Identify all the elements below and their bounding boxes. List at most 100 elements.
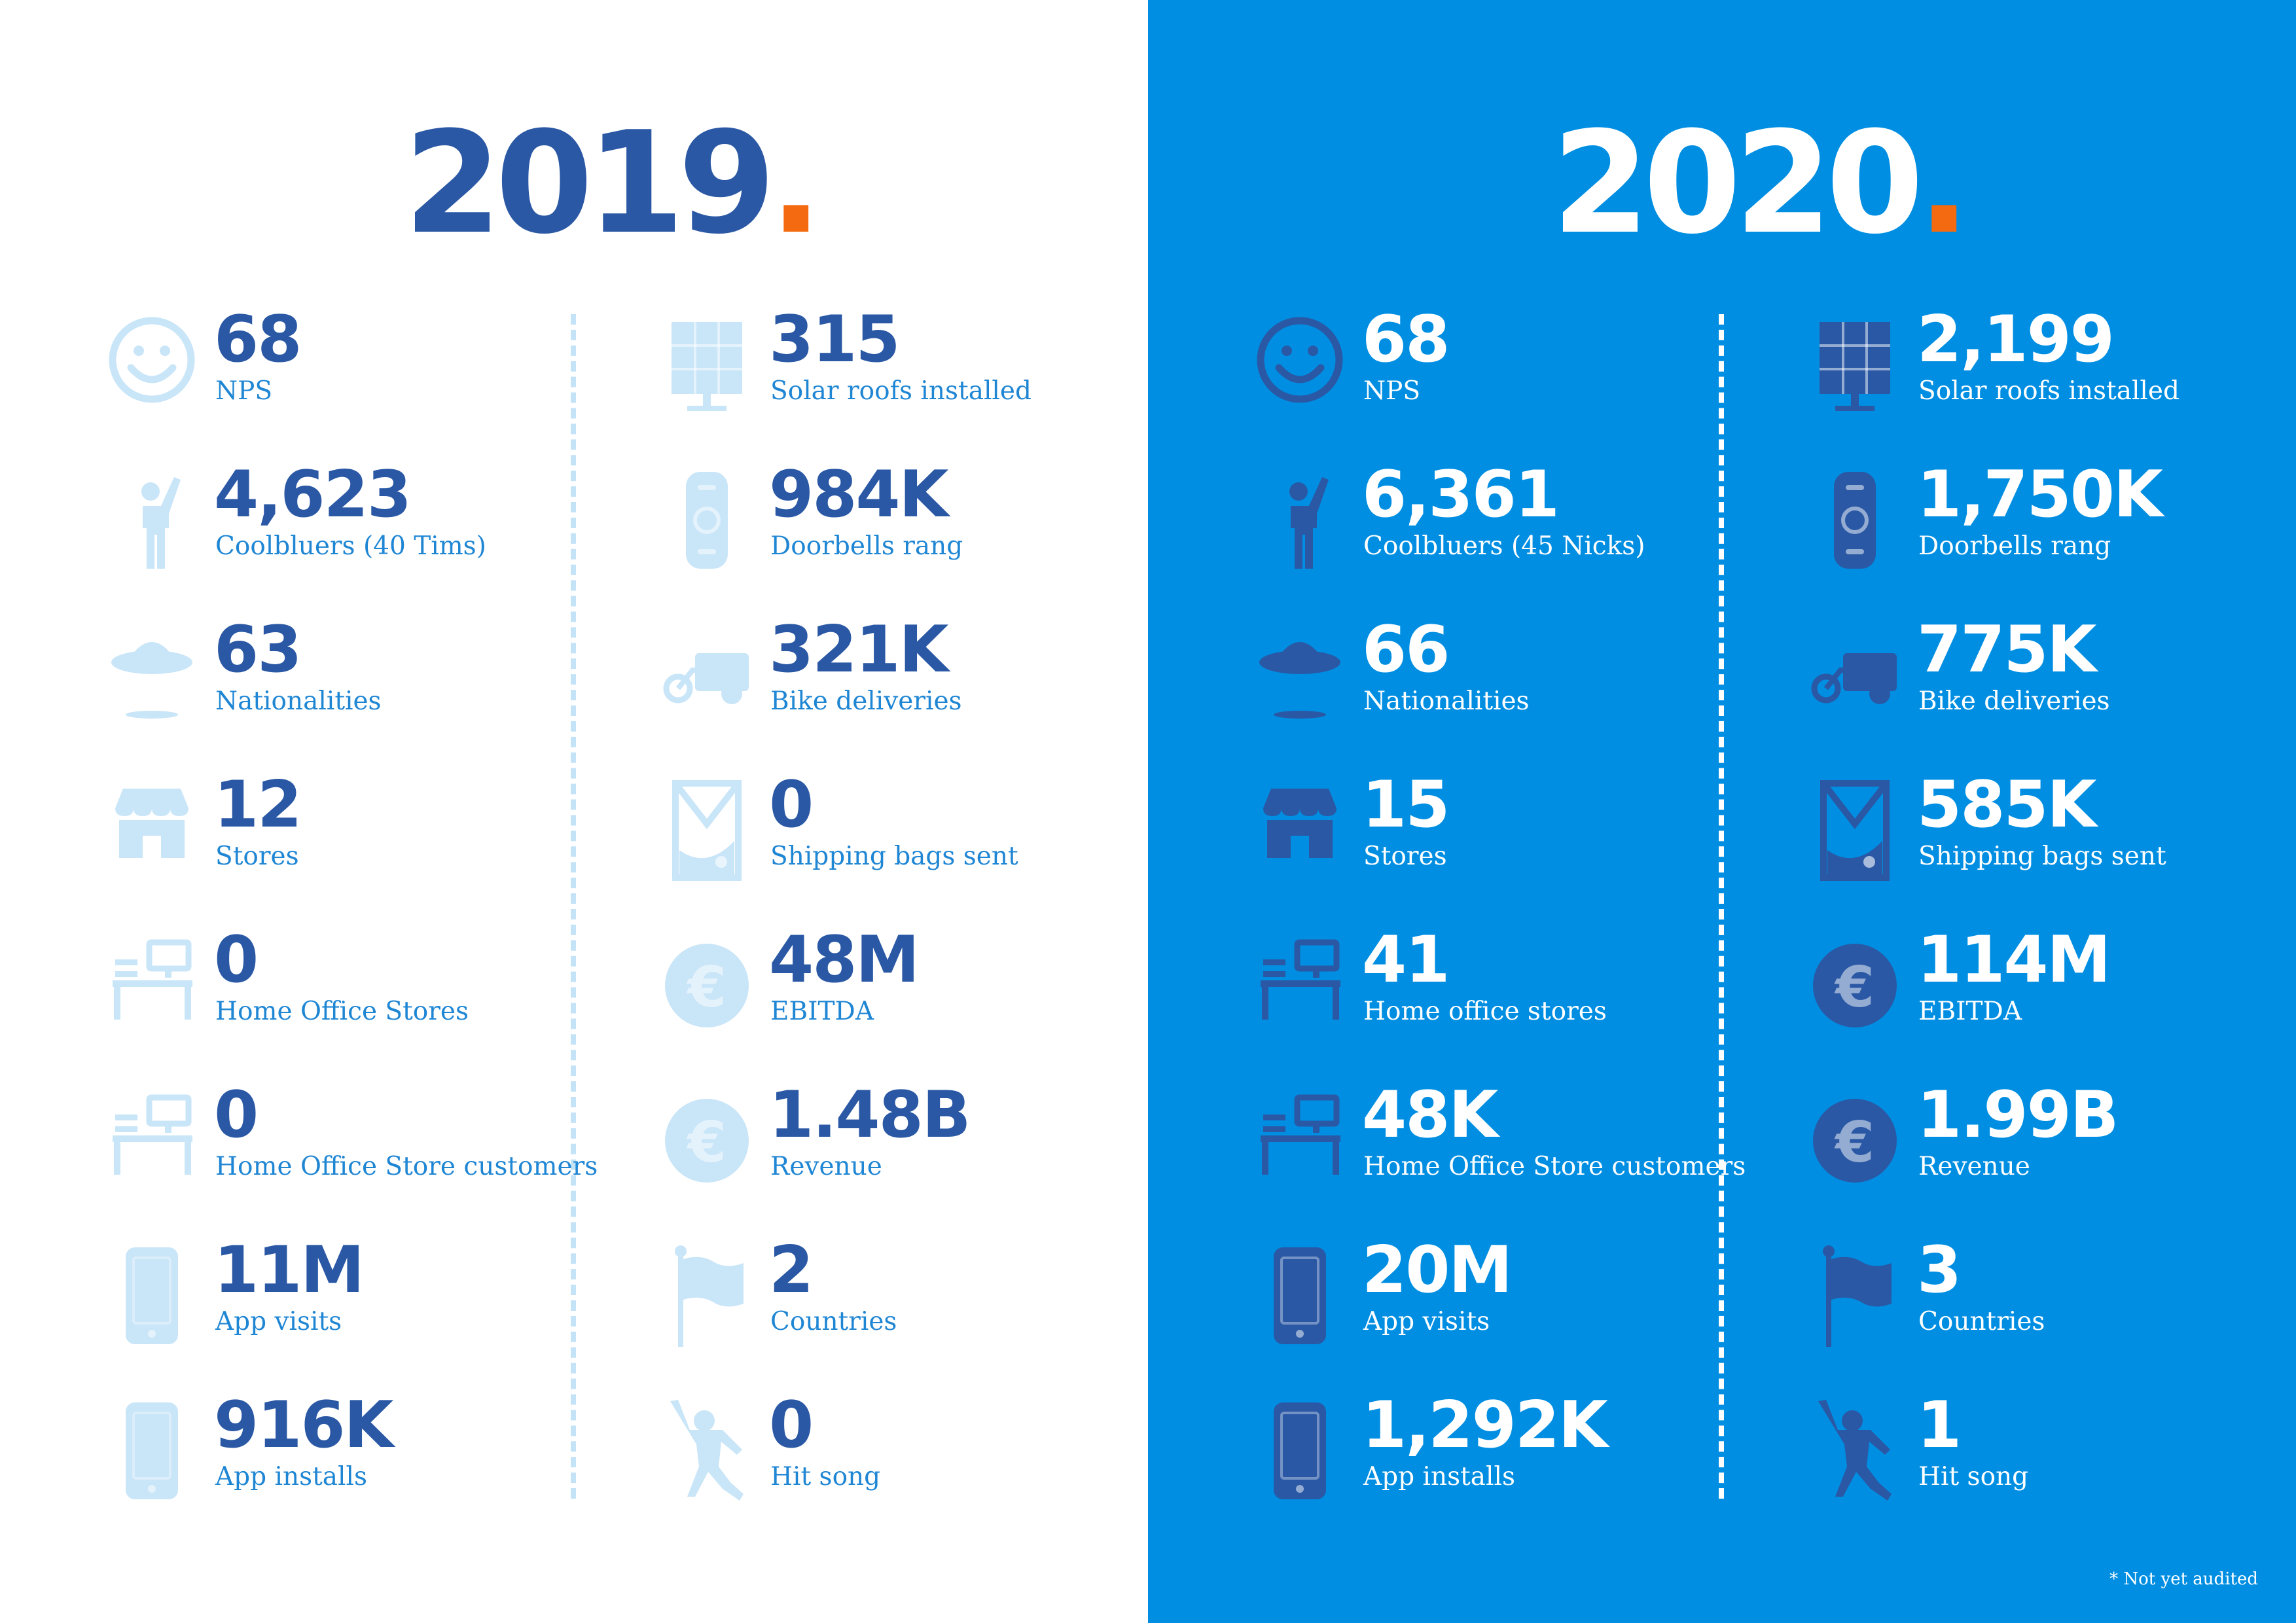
stat-bike: 775K Bike deliveries — [1809, 618, 2296, 741]
stat-euro: €1.99B Revenue — [1809, 1083, 2296, 1206]
stat-label: Coolbluers (40 Tims) — [215, 531, 486, 561]
stat-doorbell: 984K Doorbells rang — [661, 463, 1158, 586]
euro-icon: € — [1809, 1088, 1901, 1193]
stat-phone: 11M App visits — [106, 1238, 603, 1361]
stat-store: 15 Stores — [1254, 773, 1751, 896]
stat-euro: €1.48B Revenue — [661, 1083, 1158, 1206]
year-2019-panel: 2019. 68 NPS 4,623 Coolbluers (40 Tims) 63 Na… — [106, 113, 1031, 1503]
stat-label: Stores — [1363, 842, 1447, 871]
desk-icon — [1254, 1088, 1346, 1193]
stat-value: 1 — [1917, 1388, 1962, 1463]
stat-flag: 3 Countries — [1809, 1238, 2296, 1361]
svg-text:€: € — [686, 1110, 726, 1175]
euro-icon: € — [661, 1088, 753, 1193]
flag-icon — [661, 1243, 753, 1348]
stat-value: 41 — [1362, 923, 1450, 997]
year-dot: . — [1917, 101, 1971, 265]
stat-ufo: 63 Nationalities — [106, 618, 603, 741]
stat-label: EBITDA — [770, 997, 874, 1026]
stat-value: 66 — [1362, 613, 1450, 687]
year-heading: 2020. — [1552, 113, 1971, 253]
stat-label: App visits — [215, 1307, 342, 1336]
doorbell-icon — [1809, 468, 1901, 573]
stat-label: Home Office Store customers — [1363, 1152, 1746, 1181]
stat-label: Countries — [1918, 1307, 2045, 1336]
stat-value: 11M — [214, 1233, 365, 1308]
stat-label: Home office stores — [1363, 997, 1607, 1026]
stat-smiley: 68 NPS — [1254, 308, 1751, 431]
dancer-icon — [1809, 1399, 1901, 1503]
stat-label: Bike deliveries — [1918, 687, 2110, 716]
doorbell-icon — [661, 468, 753, 573]
stat-label: Bike deliveries — [770, 687, 962, 716]
stat-value: 15 — [1362, 768, 1450, 842]
desk-icon — [1254, 933, 1346, 1038]
phone-icon — [1254, 1243, 1346, 1348]
ufo-icon — [106, 623, 198, 728]
stat-value: 1.48B — [769, 1078, 971, 1152]
stat-label: Home Office Store customers — [215, 1152, 598, 1181]
stat-smiley: 68 NPS — [106, 308, 603, 431]
stat-dancer: 1 Hit song — [1809, 1393, 2296, 1516]
dancer-icon — [661, 1399, 753, 1503]
svg-text:€: € — [1834, 955, 1874, 1020]
stat-label: Doorbells rang — [1918, 531, 2111, 561]
stat-store: 12 Stores — [106, 773, 603, 896]
column-divider — [571, 314, 576, 1499]
euro-icon: € — [1809, 933, 1901, 1038]
stat-label: App visits — [1363, 1307, 1490, 1336]
phone-icon — [106, 1243, 198, 1348]
stat-label: Nationalities — [215, 687, 382, 716]
solar-panel-icon — [1809, 313, 1901, 418]
stat-value: 0 — [769, 768, 814, 842]
stat-value: 2 — [769, 1233, 814, 1308]
stat-bike: 321K Bike deliveries — [661, 618, 1158, 741]
stat-doorbell: 1,750K Doorbells rang — [1809, 463, 2296, 586]
stat-value: 0 — [214, 923, 259, 997]
stat-value: 315 — [769, 302, 901, 377]
person-waving-icon — [1254, 468, 1346, 573]
stat-label: Home Office Stores — [215, 997, 469, 1026]
stat-label: Shipping bags sent — [1918, 842, 2166, 871]
stat-label: NPS — [1363, 376, 1421, 406]
stat-ufo: 66 Nationalities — [1254, 618, 1751, 741]
stat-value: 3 — [1917, 1233, 1962, 1308]
stat-value: 321K — [769, 613, 949, 687]
stat-value: 6,361 — [1362, 457, 1560, 532]
stat-label: Coolbluers (45 Nicks) — [1363, 531, 1645, 561]
stat-value: 63 — [214, 613, 302, 687]
stat-desk: 0 Home Office Stores — [106, 928, 603, 1051]
phone-icon — [106, 1399, 198, 1503]
stat-value: 114M — [1917, 923, 2111, 997]
shipping-bag-icon — [661, 778, 753, 883]
svg-text:€: € — [1834, 1110, 1874, 1175]
stat-solar-panel: 315 Solar roofs installed — [661, 308, 1158, 431]
year-heading: 2019. — [404, 113, 823, 253]
smiley-icon — [1254, 313, 1346, 418]
stat-value: 20M — [1362, 1233, 1513, 1308]
year-number: 2019 — [404, 101, 776, 265]
stat-desk: 48K Home Office Store customers — [1254, 1083, 1751, 1206]
stat-shipping-bag: 585K Shipping bags sent — [1809, 773, 2296, 896]
svg-text:€: € — [686, 955, 726, 1020]
stat-person-waving: 6,361 Coolbluers (45 Nicks) — [1254, 463, 1751, 586]
solar-panel-icon — [661, 313, 753, 418]
bike-icon — [1809, 623, 1901, 728]
stat-phone: 1,292K App installs — [1254, 1393, 1751, 1516]
stat-shipping-bag: 0 Shipping bags sent — [661, 773, 1158, 896]
stat-dancer: 0 Hit song — [661, 1393, 1158, 1516]
stat-euro: €114M EBITDA — [1809, 928, 2296, 1051]
stat-label: Doorbells rang — [770, 531, 963, 561]
column-divider — [1719, 314, 1724, 1499]
stat-label: Revenue — [770, 1152, 882, 1181]
stat-value: 916K — [214, 1388, 394, 1463]
person-waving-icon — [106, 468, 198, 573]
stat-desk: 41 Home office stores — [1254, 928, 1751, 1051]
stat-value: 68 — [214, 302, 302, 377]
desk-icon — [106, 933, 198, 1038]
stat-value: 2,199 — [1917, 302, 2115, 377]
stat-desk: 0 Home Office Store customers — [106, 1083, 603, 1206]
stat-value: 48M — [769, 923, 920, 997]
stat-value: 12 — [214, 768, 302, 842]
